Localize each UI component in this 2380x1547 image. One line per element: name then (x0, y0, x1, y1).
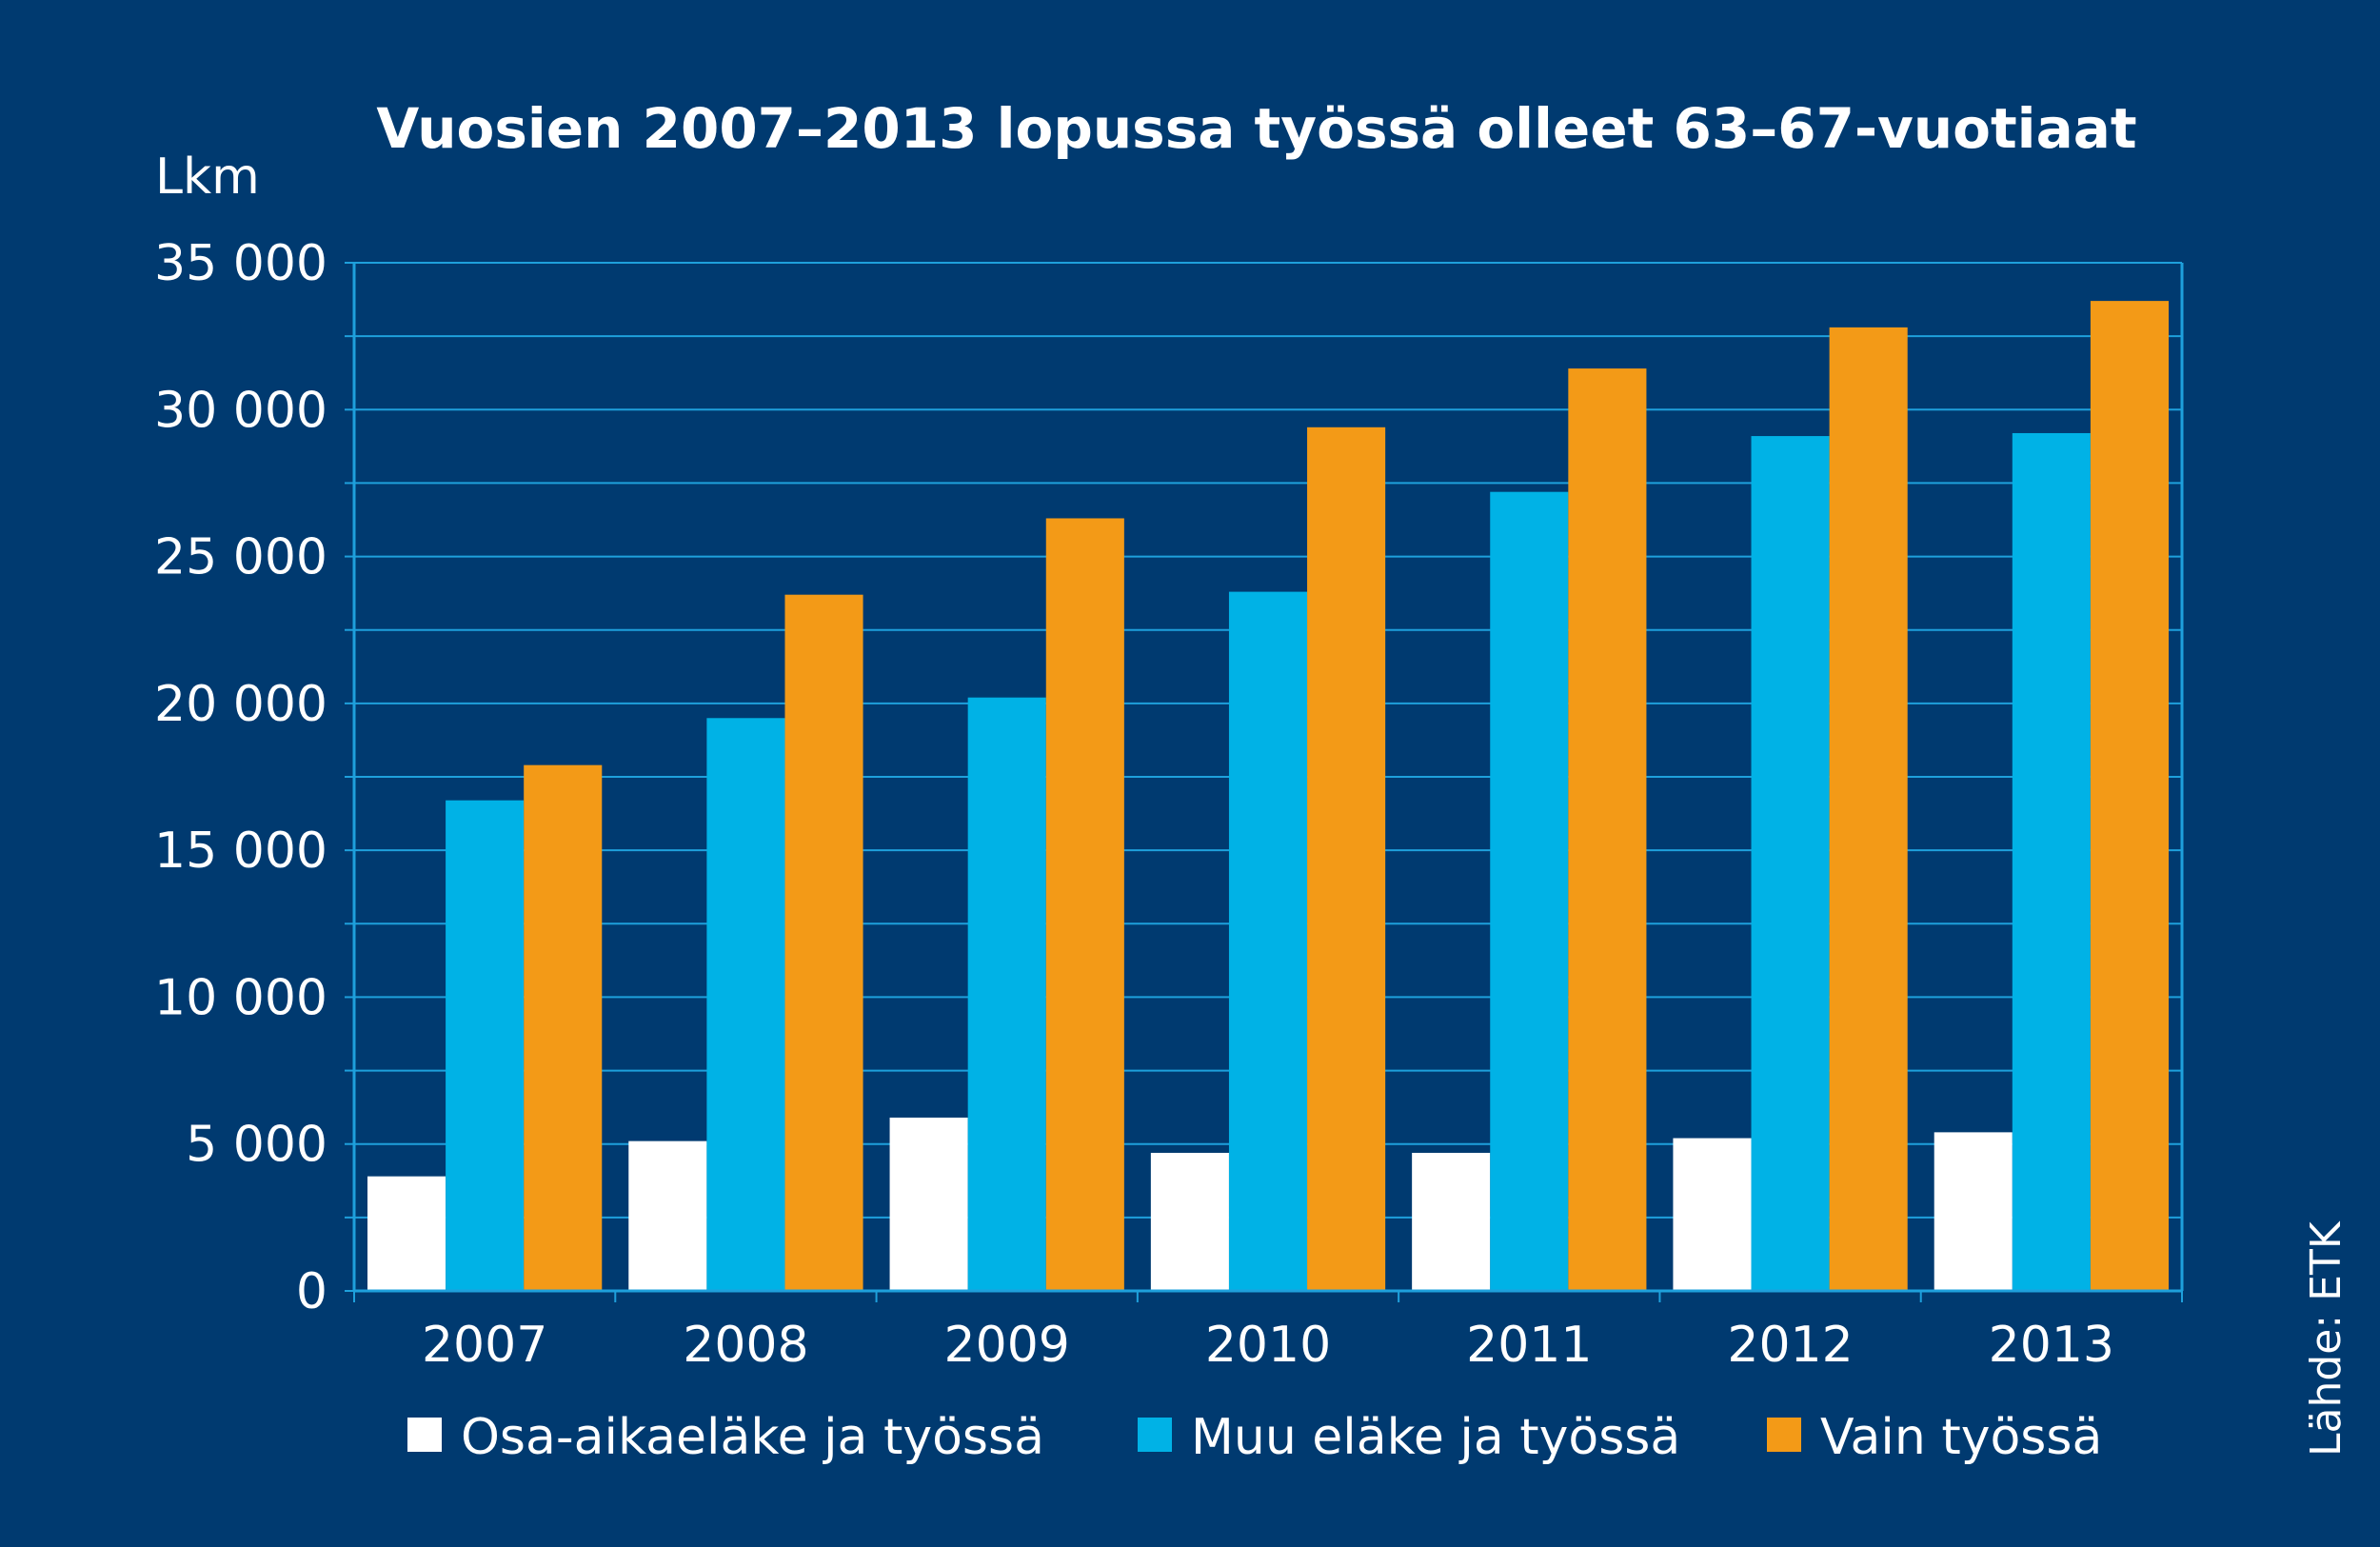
bar-2013-3 (2090, 301, 2169, 1292)
bar-2009-1 (889, 1117, 968, 1291)
legend-label-3: Vain työssä (1820, 1409, 2102, 1466)
chart-title: Vuosien 2007–2013 lopussa työssä olleet … (376, 96, 2136, 161)
legend-label-1: Osa-aikaeläke ja työssä (461, 1409, 1044, 1466)
y-tick-label: 10 000 (154, 969, 327, 1026)
x-tick-label: 2013 (1989, 1317, 2114, 1374)
bar-2012-2 (1751, 436, 1830, 1291)
legend-swatch-2 (1138, 1418, 1172, 1452)
legend-swatch-3 (1767, 1418, 1801, 1452)
y-axis-label: Lkm (155, 149, 260, 206)
bar-2013-2 (2012, 432, 2091, 1291)
legend-label-2: Muu eläke ja työssä (1191, 1409, 1680, 1466)
legend-swatch-1 (407, 1418, 442, 1452)
y-tick-label: 25 000 (154, 529, 327, 586)
x-tick-label: 2011 (1466, 1317, 1592, 1374)
x-tick-labels: 2007 2008 2009 2010 2011 2012 2013 (422, 1317, 2114, 1374)
x-tick-label: 2008 (683, 1317, 808, 1374)
bar-2012-1 (1673, 1138, 1752, 1291)
bar-2013-1 (1934, 1132, 2013, 1291)
x-tick-label: 2010 (1205, 1317, 1331, 1374)
bar-2007-1 (367, 1176, 446, 1291)
bar-2008-1 (628, 1140, 707, 1291)
bar-2009-2 (967, 697, 1046, 1291)
bar-2011-1 (1412, 1152, 1491, 1291)
bar-2010-2 (1228, 591, 1308, 1291)
bars (367, 301, 2169, 1292)
y-tick-label: 30 000 (154, 382, 327, 439)
bar-2011-3 (1568, 368, 1647, 1292)
legend: Osa-aikaeläke ja työssä Muu eläke ja työs… (407, 1409, 2102, 1466)
bar-2010-1 (1150, 1152, 1229, 1291)
y-tick-labels: 0 5 000 10 000 15 000 20 000 25 000 30 000 35 0… (154, 235, 327, 1320)
bar-2007-2 (446, 800, 525, 1291)
bar-2012-3 (1829, 327, 1908, 1291)
bar-2008-3 (784, 594, 863, 1291)
x-tick-label: 2009 (944, 1317, 1070, 1374)
bar-2008-2 (706, 718, 785, 1291)
y-tick-label: 0 (296, 1263, 327, 1320)
y-tick-label: 5 000 (186, 1117, 327, 1174)
source-label: Lähde: ETK (2302, 1220, 2350, 1457)
bar-2011-2 (1490, 491, 1569, 1291)
axes (345, 262, 2184, 1302)
bar-2009-3 (1045, 518, 1124, 1291)
y-tick-label: 35 000 (154, 235, 327, 292)
bar-2010-3 (1307, 426, 1386, 1291)
bar-2007-3 (524, 764, 603, 1291)
y-tick-label: 15 000 (154, 823, 327, 880)
x-tick-label: 2007 (422, 1317, 547, 1374)
y-tick-label: 20 000 (154, 676, 327, 733)
x-tick-label: 2012 (1727, 1317, 1853, 1374)
